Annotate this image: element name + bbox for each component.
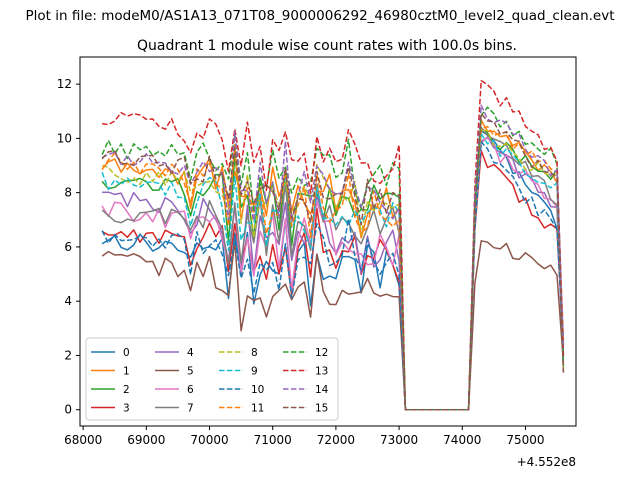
series-line-11 <box>101 125 565 411</box>
x-tick-label: 70000 <box>190 433 228 447</box>
y-tick-label: 2 <box>64 348 72 362</box>
legend-box <box>85 337 339 421</box>
series-line-7 <box>101 126 565 411</box>
legend-label-8: 8 <box>251 347 258 359</box>
series-line-3 <box>101 149 565 411</box>
legend-label-11: 11 <box>251 403 264 415</box>
legend-label-13: 13 <box>315 366 328 378</box>
series-line-2 <box>101 127 565 411</box>
x-tick-label: 73000 <box>380 433 418 447</box>
series-line-5 <box>101 239 565 411</box>
legend-label-2: 2 <box>123 384 130 396</box>
y-axis: 0 2 4 6 8 10 12 <box>57 77 80 417</box>
x-tick-label: 71000 <box>254 433 292 447</box>
legend-label-6: 6 <box>187 384 194 396</box>
chart-title: Quadrant 1 module wise count rates with … <box>137 38 517 54</box>
legend-label-10: 10 <box>251 384 264 396</box>
x-axis: 68000 69000 70000 71000 72000 73000 74000 75000 <box>64 426 545 447</box>
legend-label-14: 14 <box>315 384 329 396</box>
x-tick-label: 68000 <box>64 433 102 447</box>
y-tick-label: 6 <box>64 240 72 254</box>
x-tick-label: 75000 <box>506 433 544 447</box>
legend-label-7: 7 <box>187 403 194 415</box>
axes-frame <box>79 56 577 427</box>
legend-label-4: 4 <box>187 347 194 359</box>
y-tick-label: 0 <box>64 403 72 417</box>
series-line-12 <box>101 106 565 411</box>
chart-suptitle: Plot in file: modeM0/AS1A13_071T08_90000… <box>25 8 614 24</box>
series-line-10 <box>101 141 565 411</box>
x-offset-label: +4.552e8 <box>517 455 576 469</box>
y-tick-label: 10 <box>57 131 72 145</box>
series-line-13 <box>101 79 565 411</box>
series-line-15 <box>101 113 565 411</box>
legend-label-5: 5 <box>187 366 194 378</box>
legend-label-0: 0 <box>123 347 130 359</box>
legend-label-15: 15 <box>315 403 328 415</box>
x-tick-label: 72000 <box>317 433 355 447</box>
series-line-14 <box>101 104 565 411</box>
series-line-6 <box>101 137 565 411</box>
x-tick-label: 69000 <box>127 433 165 447</box>
plot-lines <box>101 79 565 411</box>
y-tick-label: 12 <box>57 77 72 91</box>
legend-label-1: 1 <box>123 366 130 378</box>
legend-label-9: 9 <box>251 366 258 378</box>
series-line-8 <box>101 129 565 411</box>
legend-label-12: 12 <box>315 347 328 359</box>
legend-label-3: 3 <box>123 403 130 415</box>
x-tick-label: 74000 <box>443 433 481 447</box>
series-line-9 <box>101 132 565 411</box>
y-tick-label: 4 <box>64 294 72 308</box>
y-tick-label: 8 <box>64 186 72 200</box>
